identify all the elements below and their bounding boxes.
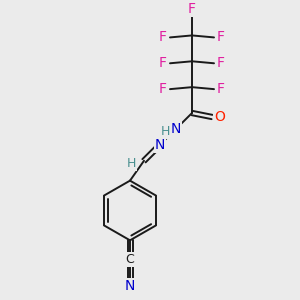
Text: F: F	[217, 82, 225, 96]
Text: C: C	[126, 253, 134, 266]
Text: F: F	[159, 56, 167, 70]
Text: O: O	[214, 110, 225, 124]
Text: F: F	[217, 30, 225, 44]
Text: H: H	[160, 125, 170, 138]
Text: N: N	[155, 138, 165, 152]
Text: H: H	[126, 157, 136, 170]
Text: N: N	[125, 279, 135, 293]
Text: F: F	[217, 56, 225, 70]
Text: F: F	[159, 82, 167, 96]
Text: F: F	[188, 2, 196, 16]
Text: F: F	[159, 30, 167, 44]
Text: N: N	[171, 122, 181, 136]
